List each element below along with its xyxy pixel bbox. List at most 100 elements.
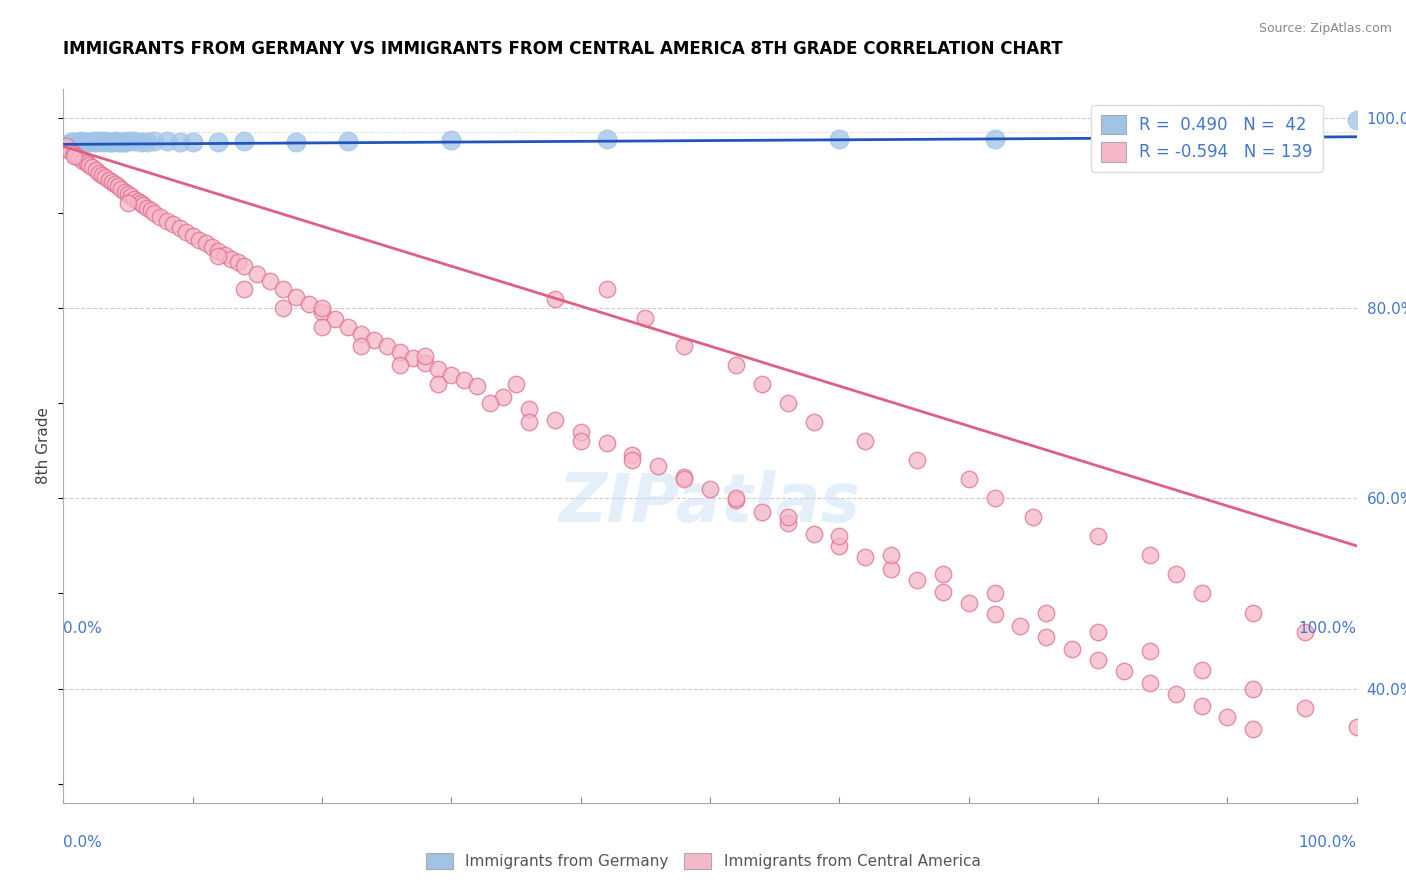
Point	[1191, 129, 1213, 144]
Point	[233, 259, 256, 273]
Point	[221, 252, 243, 266]
Point	[149, 210, 172, 224]
Point	[1062, 641, 1084, 656]
Point	[298, 297, 321, 311]
Point	[169, 221, 191, 235]
Point	[544, 292, 567, 306]
Point	[285, 290, 308, 304]
Point	[60, 136, 83, 150]
Point	[207, 244, 229, 258]
Point	[621, 448, 644, 462]
Point	[1346, 720, 1368, 734]
Point	[1087, 529, 1109, 543]
Point	[1294, 700, 1316, 714]
Point	[1022, 510, 1045, 524]
Point	[62, 135, 84, 149]
Point	[141, 202, 163, 217]
Point	[1241, 606, 1264, 620]
Point	[983, 131, 1005, 145]
Point	[1035, 606, 1057, 620]
Point	[174, 225, 197, 239]
Point	[311, 301, 333, 315]
Point	[427, 362, 450, 376]
Point	[724, 491, 747, 506]
Point	[124, 134, 146, 148]
Text: 0.0%: 0.0%	[63, 836, 103, 850]
Point	[595, 131, 617, 145]
Point	[67, 135, 90, 149]
Point	[98, 135, 121, 149]
Text: Source: ZipAtlas.com: Source: ZipAtlas.com	[1258, 22, 1392, 36]
Point	[595, 282, 617, 296]
Point	[1191, 586, 1213, 600]
Point	[285, 135, 308, 149]
Point	[124, 192, 146, 206]
Point	[957, 596, 980, 610]
Point	[80, 135, 103, 149]
Point	[233, 134, 256, 148]
Point	[388, 358, 411, 372]
Point	[271, 282, 294, 296]
Point	[905, 453, 928, 467]
Point	[62, 149, 84, 163]
Point	[70, 134, 93, 148]
Point	[233, 282, 256, 296]
Point	[828, 539, 851, 553]
Point	[803, 415, 825, 429]
Text: 100.0%: 100.0%	[1299, 621, 1357, 636]
Point	[156, 213, 179, 227]
Point	[415, 356, 437, 370]
Point	[93, 169, 115, 184]
Point	[93, 134, 115, 148]
Point	[226, 255, 249, 269]
Point	[55, 139, 77, 153]
Legend: Immigrants from Germany, Immigrants from Central America: Immigrants from Germany, Immigrants from…	[419, 847, 987, 875]
Point	[350, 326, 373, 341]
Point	[1139, 643, 1161, 657]
Point	[1112, 665, 1135, 679]
Point	[595, 436, 617, 450]
Point	[505, 377, 527, 392]
Point	[957, 472, 980, 486]
Point	[104, 178, 127, 192]
Point	[634, 310, 657, 325]
Point	[453, 373, 475, 387]
Point	[440, 368, 463, 382]
Point	[323, 312, 346, 326]
Point	[932, 567, 955, 582]
Point	[724, 358, 747, 372]
Point	[828, 131, 851, 145]
Point	[129, 196, 152, 211]
Point	[440, 133, 463, 147]
Point	[214, 248, 236, 262]
Point	[65, 136, 87, 151]
Text: IMMIGRANTS FROM GERMANY VS IMMIGRANTS FROM CENTRAL AMERICA 8TH GRADE CORRELATION: IMMIGRANTS FROM GERMANY VS IMMIGRANTS FR…	[63, 40, 1063, 58]
Point	[1139, 676, 1161, 690]
Point	[259, 274, 281, 288]
Point	[77, 158, 100, 172]
Point	[336, 134, 359, 148]
Point	[107, 135, 129, 149]
Text: ZIPatlas: ZIPatlas	[560, 470, 860, 536]
Point	[1010, 619, 1032, 633]
Point	[776, 510, 799, 524]
Point	[1164, 687, 1187, 701]
Point	[517, 401, 540, 416]
Y-axis label: 8th Grade: 8th Grade	[37, 408, 52, 484]
Point	[117, 134, 139, 148]
Point	[1035, 630, 1057, 644]
Point	[699, 482, 721, 496]
Point	[76, 156, 98, 170]
Point	[73, 136, 96, 150]
Point	[492, 391, 515, 405]
Text: 0.0%: 0.0%	[63, 621, 103, 636]
Point	[101, 176, 124, 190]
Point	[776, 396, 799, 410]
Point	[1191, 698, 1213, 713]
Point	[751, 505, 773, 519]
Point	[1216, 710, 1239, 724]
Point	[569, 434, 592, 449]
Point	[350, 339, 373, 353]
Point	[776, 516, 799, 530]
Point	[77, 135, 100, 149]
